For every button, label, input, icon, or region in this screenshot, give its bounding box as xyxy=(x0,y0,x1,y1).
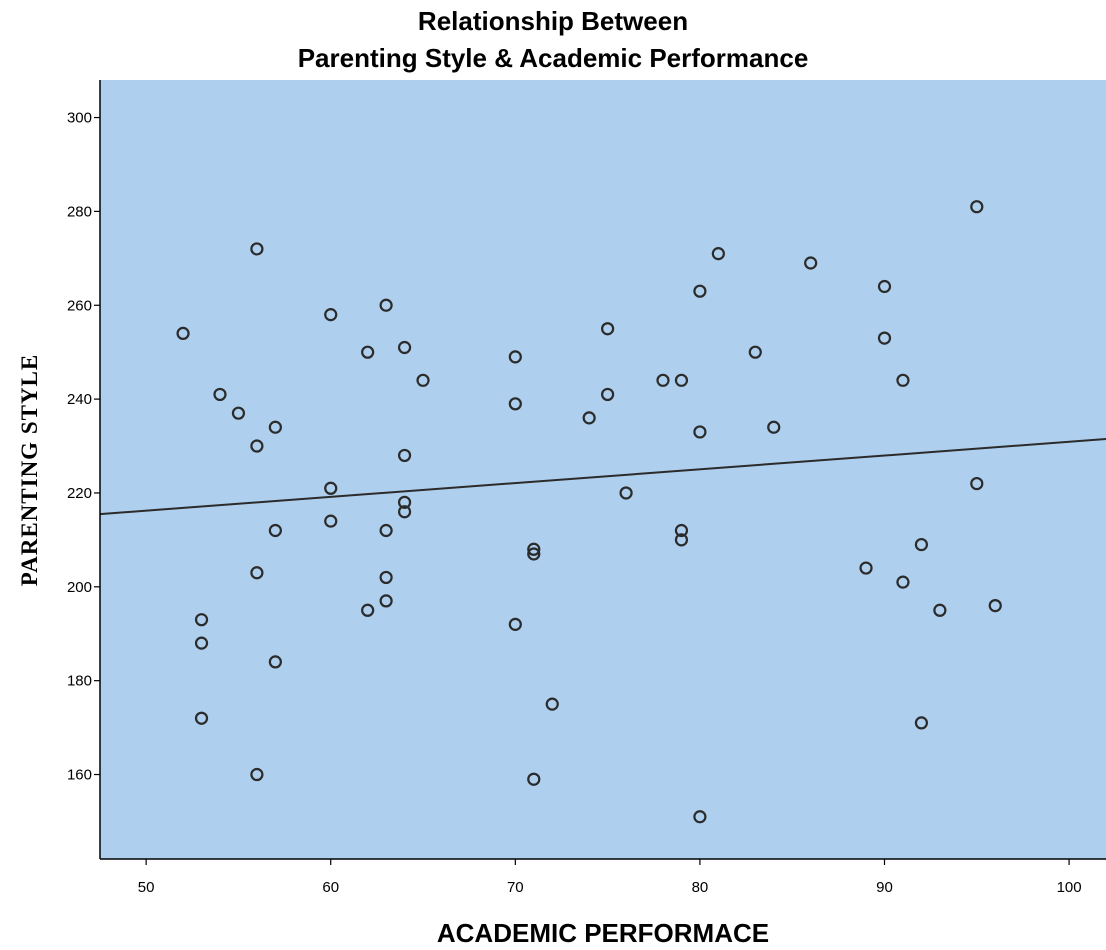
data-point-50 xyxy=(877,279,892,294)
data-point-47 xyxy=(767,420,781,434)
fit-line-layer xyxy=(99,437,1106,516)
data-point-53 xyxy=(896,575,910,589)
y-tick-label-220: 220 xyxy=(67,485,92,502)
data-point-35 xyxy=(601,322,615,336)
data-point-30 xyxy=(527,542,541,556)
data-point-48 xyxy=(804,256,818,270)
data-point-39 xyxy=(674,373,689,387)
data-point-31 xyxy=(527,547,541,561)
data-point-28 xyxy=(508,397,522,411)
data-point-56 xyxy=(933,603,947,617)
x-tick-label-50: 50 xyxy=(138,879,155,896)
x-tick-label-100: 100 xyxy=(1057,879,1082,896)
data-point-40 xyxy=(674,523,689,538)
data-point-33 xyxy=(545,697,559,711)
data-point-37 xyxy=(619,486,633,500)
chart-title-line-2: Parenting Style & Academic Performance xyxy=(298,43,809,73)
y-tick-label-240: 240 xyxy=(67,391,92,408)
data-point-57 xyxy=(970,200,984,214)
data-point-32 xyxy=(527,772,541,786)
data-point-52 xyxy=(896,373,910,387)
x-tick-label-80: 80 xyxy=(692,879,709,896)
data-point-7 xyxy=(250,439,264,453)
data-point-34 xyxy=(582,411,596,425)
y-tick-label-280: 280 xyxy=(67,203,92,220)
y-axis-title: PARENTING STYLE xyxy=(17,354,42,586)
chart-title-line-1: Relationship Between xyxy=(418,6,688,36)
data-point-49 xyxy=(859,561,873,575)
data-point-1 xyxy=(194,613,209,627)
data-point-11 xyxy=(268,523,282,538)
data-point-0 xyxy=(176,326,190,341)
data-point-29 xyxy=(508,617,522,631)
y-axis-ticks: 160 180 200 220 240 260 280 300 xyxy=(67,110,100,784)
data-point-21 xyxy=(379,594,393,608)
data-point-41 xyxy=(674,533,689,547)
data-point-9 xyxy=(250,767,264,782)
data-point-3 xyxy=(194,711,209,725)
data-point-45 xyxy=(711,247,725,261)
data-point-23 xyxy=(397,448,412,463)
data-point-20 xyxy=(379,570,393,585)
points-layer xyxy=(176,200,1002,824)
data-point-15 xyxy=(324,514,338,528)
data-point-27 xyxy=(508,350,522,364)
x-tick-label-70: 70 xyxy=(507,879,524,896)
data-point-5 xyxy=(231,406,246,420)
data-point-13 xyxy=(324,308,338,322)
data-point-12 xyxy=(268,655,282,669)
data-point-16 xyxy=(361,345,375,359)
y-tick-label-200: 200 xyxy=(67,579,92,596)
data-point-14 xyxy=(324,481,338,495)
y-tick-label-260: 260 xyxy=(67,297,92,314)
data-point-42 xyxy=(693,284,707,298)
data-point-25 xyxy=(397,505,412,519)
data-point-10 xyxy=(268,420,282,434)
data-point-55 xyxy=(914,716,929,730)
y-tick-label-180: 180 xyxy=(67,673,92,690)
data-point-46 xyxy=(748,345,762,359)
y-tick-label-300: 300 xyxy=(67,110,92,127)
data-point-8 xyxy=(250,566,264,580)
x-axis-ticks: 50 60 70 80 90 100 xyxy=(138,859,1082,896)
data-point-26 xyxy=(416,373,430,387)
data-point-17 xyxy=(361,603,375,617)
plot-area xyxy=(100,80,1106,859)
data-point-22 xyxy=(397,340,412,355)
data-point-51 xyxy=(877,331,892,345)
x-tick-label-60: 60 xyxy=(322,879,339,896)
x-axis-title: ACADEMIC PERFORMACE xyxy=(437,918,769,948)
data-point-4 xyxy=(213,387,227,402)
data-point-59 xyxy=(988,598,1002,613)
data-point-54 xyxy=(914,537,929,552)
data-point-2 xyxy=(194,636,209,650)
data-point-19 xyxy=(379,523,393,538)
data-point-38 xyxy=(656,373,670,387)
data-point-58 xyxy=(970,476,984,491)
data-point-24 xyxy=(397,495,412,509)
data-point-18 xyxy=(379,298,393,312)
data-point-43 xyxy=(693,425,707,439)
y-tick-label-160: 160 xyxy=(67,767,92,784)
fit-line xyxy=(99,437,1106,516)
data-point-6 xyxy=(250,242,264,256)
data-point-36 xyxy=(601,387,615,402)
x-tick-label-90: 90 xyxy=(876,879,893,896)
data-point-44 xyxy=(693,810,707,824)
